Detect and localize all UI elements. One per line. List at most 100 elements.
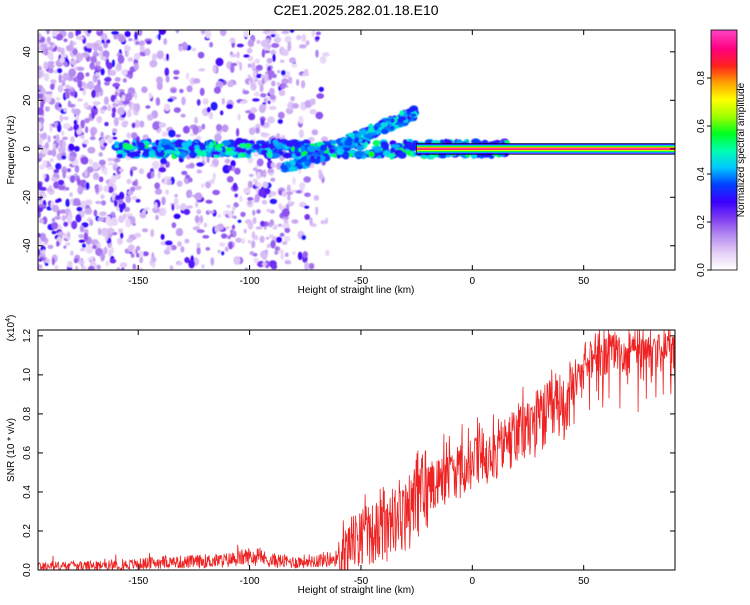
heatmap-cell-798 (116, 267, 121, 270)
heatmap-cell-2138 (406, 111, 412, 116)
colorbar-stripe-83 (711, 102, 737, 105)
heatmap-cell-799 (252, 98, 260, 102)
colorbar-stripe-78 (711, 112, 737, 115)
heatmap-cell-198 (131, 195, 138, 201)
heatmap-cell-1016 (163, 103, 171, 112)
heatmap-cell-875 (126, 238, 134, 243)
heatmap-cell-1093 (103, 246, 108, 255)
heatmap-cell-1216 (47, 51, 54, 60)
heatmap-cell-1191 (91, 110, 95, 119)
colorbar-stripe-48 (711, 172, 737, 175)
heatmap-cell-486 (261, 199, 268, 205)
heatmap-cell-793 (45, 98, 52, 103)
heatmap-cell-423 (38, 107, 44, 116)
heatmap-cell-691 (69, 192, 73, 198)
heatmap-cell-592 (168, 129, 176, 138)
heatmap-cell-106 (99, 211, 107, 217)
colorbar-stripe-30 (711, 208, 737, 211)
heatmap-cell-760 (139, 256, 144, 264)
snr-xtick-label-1: -100 (240, 576, 260, 587)
colorbar-stripe-104 (711, 60, 737, 63)
colorbar-stripe-60 (711, 148, 737, 151)
heatmap-cell-1038 (135, 267, 143, 270)
heatmap-cell-86 (277, 111, 285, 119)
heatmap-cell-812 (224, 158, 231, 164)
heatmap-cell-914 (221, 251, 225, 256)
heatmap-cell-309 (135, 245, 141, 251)
heatmap-cell-950 (68, 143, 75, 152)
heatmap-cell-663 (226, 103, 234, 109)
heatmap-cell-1053 (38, 181, 43, 191)
heatmap-cell-1039 (38, 137, 43, 146)
colorbar-stripe-18 (711, 232, 737, 235)
heatmap-cell-1008 (130, 132, 138, 139)
heatmap-cell-109 (152, 160, 160, 170)
heatmap-cell-2163 (399, 110, 404, 117)
heatmap-cell-375 (239, 62, 243, 71)
colorbar-stripe-11 (711, 246, 737, 249)
heatmap-cell-1166 (121, 94, 126, 102)
heatmap-cell-391 (277, 70, 281, 74)
heatmap-cell-509 (83, 232, 89, 241)
colorbar-stripe-102 (711, 64, 737, 67)
strong-line-layer-5 (416, 148, 675, 150)
colorbar-stripe-43 (711, 182, 737, 185)
heatmap-cell-961 (206, 107, 211, 113)
heatmap-cell-836 (39, 232, 47, 242)
heatmap-cell-2238 (296, 160, 302, 164)
heatmap-cell-895 (261, 77, 265, 85)
heatmap-cell-119 (86, 166, 94, 174)
heatmap-cell-1202 (50, 177, 59, 182)
colorbar-stripe-55 (711, 158, 737, 161)
heatmap-cell-133 (67, 168, 71, 173)
heatmap-cell-1223 (250, 82, 257, 91)
heatmap-cell-83 (252, 217, 257, 224)
heatmap-cell-1130 (260, 74, 269, 79)
hm-ytick-label-0: -40 (22, 238, 33, 253)
heatmap-cell-1238 (262, 50, 271, 54)
heatmap-cell-1097 (126, 51, 130, 57)
heatmap-cell-204 (255, 64, 263, 71)
heatmap-cell-715 (262, 169, 267, 178)
heatmap-cell-1084 (115, 194, 121, 201)
heatmap-cell-1028 (150, 171, 155, 179)
heatmap-cell-240 (135, 198, 141, 203)
colorbar-stripe-113 (711, 42, 737, 45)
heatmap-cell-766 (250, 107, 258, 114)
heatmap-cell-1006 (111, 221, 118, 226)
heatmap-cell-1095 (81, 265, 85, 270)
colorbar-stripe-39 (711, 190, 737, 193)
heatmap-cell-1673 (237, 152, 244, 158)
heatmap-cell-558 (196, 209, 202, 215)
heatmap-cell-1059 (175, 228, 184, 237)
hm-ytick-label-3: 20 (22, 94, 33, 106)
heatmap-cell-296 (173, 76, 179, 80)
heatmap-cell-678 (247, 74, 251, 79)
heatmap-cell-381 (144, 207, 150, 211)
heatmap-cell-409 (198, 68, 206, 72)
heatmap-cell-887 (304, 214, 311, 220)
heatmap-cell-745 (77, 80, 83, 89)
heatmap-cell-2250 (300, 157, 307, 162)
snr-ytick-label-4: 0.8 (22, 407, 33, 421)
heatmap-cell-1803 (238, 143, 247, 149)
heatmap-cell-2160 (359, 129, 367, 135)
colorbar-stripe-23 (711, 222, 737, 225)
heatmap-cell-41 (313, 195, 320, 201)
colorbar-stripe-34 (711, 200, 737, 203)
heatmap-cell-861 (127, 87, 135, 94)
heatmap-cell-640 (38, 264, 43, 269)
colorbar-stripe-2 (711, 264, 737, 267)
heatmap-cell-449 (95, 200, 102, 205)
heatmap-cell-1062 (119, 262, 128, 268)
heatmap-cell-968 (280, 59, 285, 63)
colorbar-stripe-54 (711, 160, 737, 163)
heatmap-cell-1147 (152, 121, 160, 131)
heatmap-cell-1018 (185, 174, 191, 179)
heatmap-cell-707 (73, 119, 78, 126)
heatmap-cell-626 (43, 72, 50, 82)
heatmap-cell-434 (133, 185, 142, 191)
heatmap-cell-1549 (235, 137, 244, 146)
heatmap-cell-736 (92, 161, 99, 171)
